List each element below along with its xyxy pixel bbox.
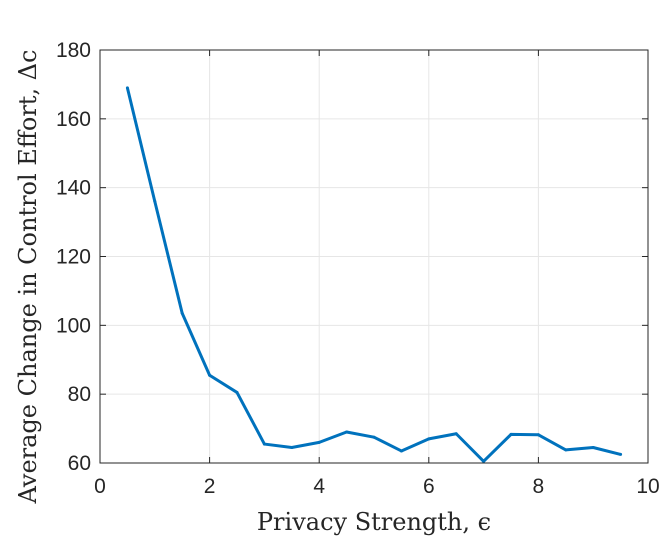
x-tick-label: 6 (423, 475, 435, 498)
data-point (208, 373, 212, 377)
y-tick-label: 60 (68, 452, 91, 475)
data-point (345, 430, 349, 434)
data-point (536, 433, 540, 437)
series-line (125, 87, 621, 463)
tick-labels: 0 2 4 6 8 10 60 80 100 120 140 160 180 (56, 39, 660, 498)
y-tick-label: 120 (56, 246, 91, 269)
axes-box (99, 49, 649, 464)
x-tick-label: 8 (533, 475, 545, 498)
data-point (619, 452, 623, 456)
y-axis-label: Average Change in Control Effort, Δc (14, 50, 42, 505)
data-point (125, 86, 129, 90)
y-tick-label: 100 (56, 314, 91, 337)
y-tick-label: 140 (56, 177, 91, 200)
data-point (399, 449, 403, 453)
x-tick-label: 0 (94, 475, 106, 498)
data-point (427, 437, 431, 441)
data-point (180, 311, 184, 315)
data-point (564, 448, 568, 452)
data-point (482, 459, 486, 463)
y-tick-label: 180 (56, 39, 91, 62)
x-tick-label: 2 (204, 475, 216, 498)
data-point (372, 435, 376, 439)
x-tick-label: 4 (313, 475, 325, 498)
plot-area (125, 86, 623, 463)
data-point (262, 442, 266, 446)
y-tick-label: 80 (68, 383, 91, 406)
grid (99, 49, 649, 464)
data-point (509, 432, 513, 436)
data-point (591, 446, 595, 450)
data-point (317, 440, 321, 444)
x-axis-label: Privacy Strength, ϵ (257, 508, 491, 536)
y-tick-label: 160 (56, 108, 91, 131)
data-point (153, 199, 157, 203)
data-point (290, 446, 294, 450)
data-point (235, 390, 239, 394)
x-tick-label: 10 (636, 475, 659, 498)
data-point (454, 432, 458, 436)
